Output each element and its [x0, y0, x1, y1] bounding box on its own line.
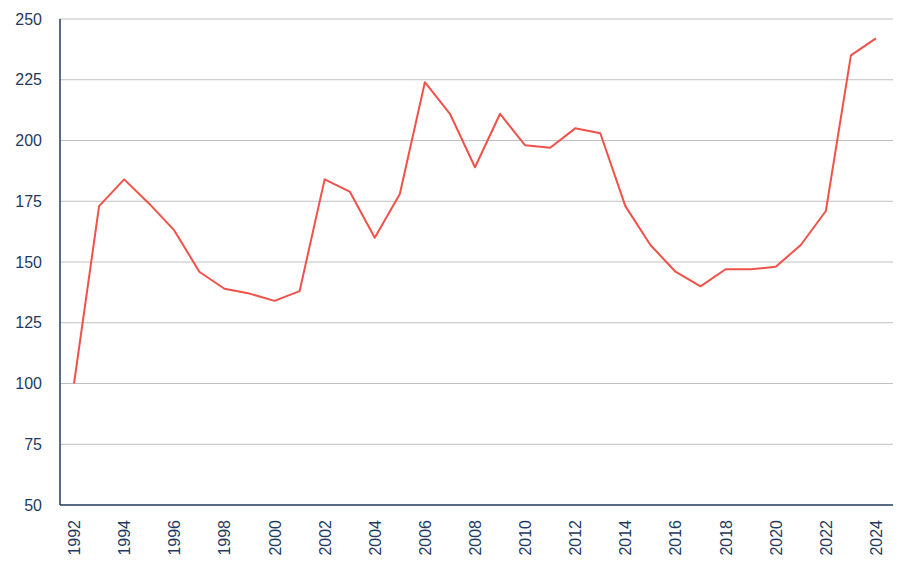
- x-tick-label: 2020: [768, 520, 785, 556]
- x-tick-label: 2012: [567, 520, 584, 556]
- y-axis-line: [59, 19, 61, 505]
- x-tick-label: 2014: [617, 520, 634, 556]
- y-tick-label: 200: [15, 132, 42, 149]
- x-tick-label: 2002: [317, 520, 334, 556]
- grid-line: [60, 444, 893, 445]
- grid-line: [60, 322, 893, 323]
- chart-svg: 50 75 100 125 150 175 200 225 250 1992 1994 1996 199…: [0, 0, 906, 582]
- grid-line: [60, 140, 893, 141]
- y-tick-label: 150: [15, 254, 42, 271]
- grid-line: [60, 383, 893, 384]
- x-tick-label: 1994: [116, 520, 133, 556]
- x-tick-label: 2000: [267, 520, 284, 556]
- grid-line: [60, 262, 893, 263]
- x-tick-label: 1998: [216, 520, 233, 556]
- x-tick-label: 2006: [417, 520, 434, 556]
- data-line: [74, 38, 876, 383]
- x-tick-label: 2024: [868, 520, 885, 556]
- x-tick-label: 2010: [517, 520, 534, 556]
- y-tick-label: 75: [24, 436, 42, 453]
- x-tick-label: 2004: [367, 520, 384, 556]
- y-tick-label: 175: [15, 193, 42, 210]
- y-tick-label: 125: [15, 314, 42, 331]
- x-tick-label: 1992: [66, 520, 83, 556]
- x-tick-label: 2008: [467, 520, 484, 556]
- grid-line: [60, 201, 893, 202]
- y-tick-label: 225: [15, 71, 42, 88]
- chart-container: 50 75 100 125 150 175 200 225 250 1992 1994 1996 199…: [0, 0, 906, 582]
- x-tick-label: 1996: [166, 520, 183, 556]
- x-tick-label: 2022: [818, 520, 835, 556]
- grid-line: [60, 19, 893, 20]
- y-tick-label: 50: [24, 497, 42, 514]
- x-tick-label: 2016: [667, 520, 684, 556]
- x-tick-label: 2018: [718, 520, 735, 556]
- plot-area: [74, 38, 876, 383]
- y-tick-label: 250: [15, 11, 42, 28]
- grid-line: [60, 79, 893, 80]
- y-tick-label: 100: [15, 375, 42, 392]
- x-axis-line: [60, 504, 893, 506]
